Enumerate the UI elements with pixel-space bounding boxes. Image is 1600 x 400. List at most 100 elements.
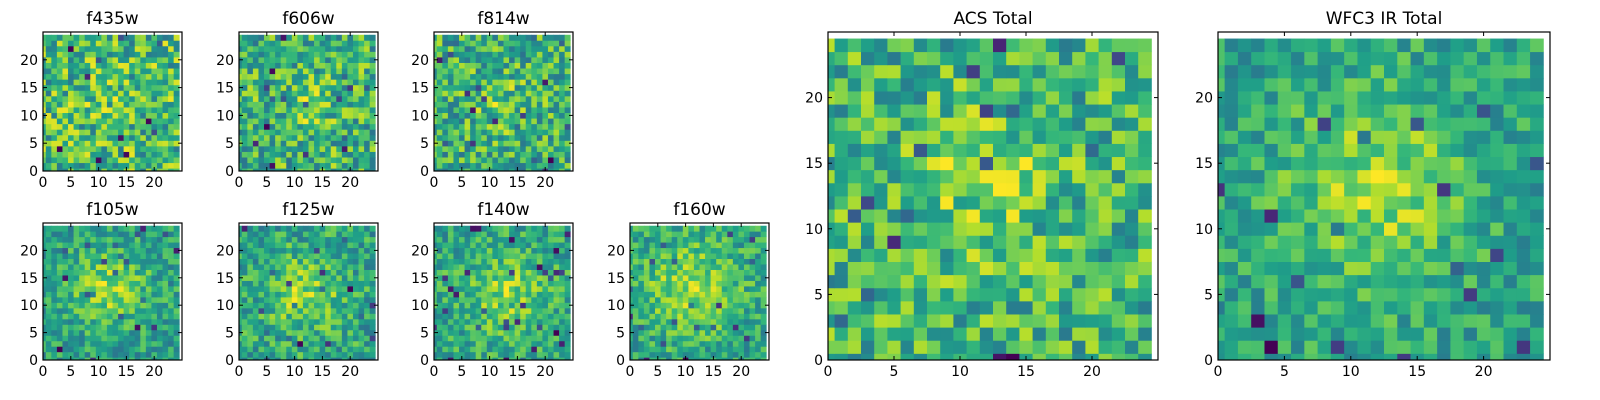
heatmap-cell [129, 302, 136, 309]
heatmap-cell [447, 351, 454, 358]
heatmap-cell [73, 302, 80, 309]
heatmap-cell [436, 118, 443, 125]
heatmap-cell [710, 351, 717, 358]
heatmap-cell [336, 313, 343, 320]
heatmap-cell [677, 247, 684, 254]
heatmap-cell [95, 62, 102, 69]
heatmap-cell [514, 242, 521, 249]
heatmap-cell [347, 318, 354, 325]
heatmap-cell [140, 351, 147, 358]
heatmap-cell [503, 302, 510, 309]
heatmap-cell [308, 269, 315, 276]
heatmap-cell [520, 79, 527, 86]
heatmap-cell [352, 151, 359, 158]
heatmap-cell [286, 258, 293, 265]
heatmap-cell [156, 291, 163, 298]
heatmap-cell [358, 84, 365, 91]
heatmap-cell [705, 247, 712, 254]
heatmap-cell [156, 51, 163, 58]
heatmap-cell [486, 329, 493, 336]
heatmap-cell [101, 107, 108, 114]
heatmap-cell [721, 286, 728, 292]
heatmap-cell [688, 313, 695, 320]
heatmap-cell [503, 123, 510, 130]
heatmap-cell [1138, 340, 1152, 354]
heatmap-cell [90, 275, 97, 281]
heatmap-cell [447, 145, 454, 152]
heatmap-cell [547, 151, 554, 158]
heatmap-cell [56, 57, 63, 63]
heatmap-cell [1072, 169, 1086, 184]
heatmap-cell [302, 340, 309, 347]
heatmap-cell [564, 57, 571, 63]
heatmap-cell [369, 280, 376, 287]
heatmap-cell [453, 157, 460, 164]
heatmap-cell [297, 51, 304, 58]
heatmap-cell [564, 253, 571, 260]
heatmap-cell [559, 79, 566, 86]
heatmap-cell [275, 302, 282, 309]
heatmap-cell [341, 129, 348, 136]
heatmap-cell [101, 45, 108, 52]
heatmap-cell [492, 307, 499, 314]
heatmap-cell [79, 151, 86, 158]
heatmap-cell [655, 340, 661, 347]
heatmap-cell [531, 107, 538, 114]
heatmap-cell [319, 101, 326, 108]
heatmap-cell [738, 291, 745, 298]
heatmap-cell [671, 302, 678, 309]
heatmap-cell [84, 346, 91, 353]
heatmap-cell [62, 157, 69, 164]
heatmap-cell [671, 324, 678, 331]
heatmap-cell [492, 264, 499, 270]
heatmap-cell [453, 168, 460, 172]
heatmap-cell [84, 145, 91, 152]
heatmap-cell [239, 79, 243, 86]
heatmap-cell [112, 51, 119, 58]
heatmap-cell [503, 34, 510, 41]
heatmap-cell [1019, 327, 1033, 341]
heatmap-cell [481, 329, 488, 336]
heatmap-cell [481, 118, 488, 125]
heatmap-cell [525, 51, 532, 58]
heatmap-cell [828, 209, 835, 223]
heatmap-cell [258, 68, 265, 75]
heatmap-cell [481, 68, 488, 75]
heatmap-cell [68, 107, 74, 114]
heatmap-cell [913, 222, 928, 236]
y-tick-label: 20 [216, 243, 234, 259]
heatmap-cell [436, 318, 443, 325]
heatmap-cell [887, 248, 901, 262]
heatmap-cell [671, 280, 678, 287]
heatmap-cell [330, 62, 337, 69]
heatmap-cell [743, 264, 750, 270]
heatmap-cell [497, 307, 504, 314]
heatmap-cell [264, 57, 270, 63]
heatmap-cell [481, 45, 488, 52]
heatmap-cell [140, 112, 147, 119]
heatmap-cell [464, 51, 471, 58]
heatmap-cell [90, 118, 97, 125]
heatmap-cell [699, 335, 706, 342]
heatmap-cell [436, 269, 443, 276]
heatmap-cell [834, 261, 849, 276]
heatmap-cell [252, 84, 259, 91]
heatmap-cell [447, 57, 454, 63]
heatmap-cell [369, 84, 376, 91]
heatmap-cell [90, 236, 97, 243]
heatmap-cell [101, 258, 108, 265]
heatmap-cell [269, 57, 276, 63]
heatmap-cell [564, 340, 571, 347]
heatmap-cell [900, 209, 915, 223]
heatmap-cell [436, 296, 443, 303]
heatmap-cell [68, 40, 74, 47]
heatmap-cell [643, 302, 650, 309]
heatmap-cell [536, 258, 543, 265]
heatmap-cell [258, 107, 265, 114]
heatmap-cell [1072, 248, 1086, 262]
heatmap-cell [134, 280, 141, 287]
heatmap-cell [140, 236, 147, 243]
heatmap-cell [470, 286, 477, 292]
heatmap-cell [84, 151, 91, 158]
heatmap-cell [475, 275, 482, 281]
